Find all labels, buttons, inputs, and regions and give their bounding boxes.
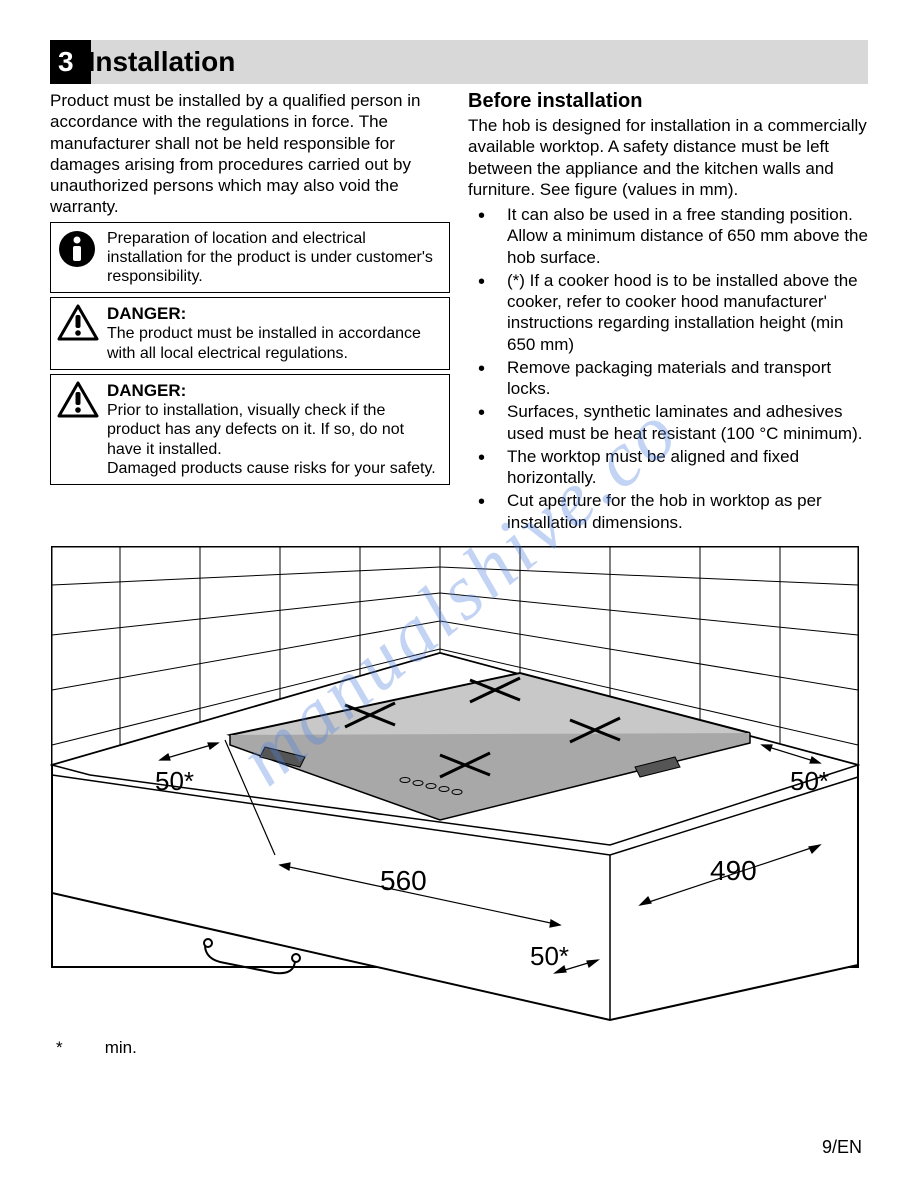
danger-text-2b: Damaged products cause risks for your sa… [107, 459, 441, 478]
footnote-text: min. [105, 1038, 137, 1057]
list-item: The worktop must be aligned and fixed ho… [468, 446, 868, 489]
section-number: 3 [50, 44, 82, 80]
two-column-layout: Product must be installed by a qualified… [50, 90, 868, 535]
danger-text-1: The product must be installed in accorda… [107, 324, 441, 362]
danger-title-2: DANGER: [107, 381, 441, 401]
danger-box-1: DANGER: The product must be installed in… [50, 297, 450, 370]
before-install-heading: Before installation [468, 90, 868, 113]
page-number: 9/EN [822, 1137, 862, 1158]
info-icon [57, 229, 101, 287]
list-item: It can also be used in a free standing p… [468, 204, 868, 268]
list-item: Remove packaging materials and transport… [468, 357, 868, 400]
right-column: Before installation The hob is designed … [468, 90, 868, 535]
dim-left-gap: 50* [155, 766, 194, 796]
bullet-list: It can also be used in a free standing p… [468, 204, 868, 533]
danger-text-2a: Prior to installation, visually check if… [107, 401, 441, 459]
left-column: Product must be installed by a qualified… [50, 90, 450, 535]
warning-icon [57, 381, 101, 478]
intro-paragraph: Product must be installed by a qualified… [50, 90, 450, 218]
list-item: (*) If a cooker hood is to be installed … [468, 270, 868, 355]
footnote: * min. [50, 1038, 868, 1058]
list-item: Surfaces, synthetic laminates and adhesi… [468, 401, 868, 444]
section-title: Installation [88, 46, 236, 78]
info-text: Preparation of location and electrical i… [107, 229, 441, 287]
dim-right-gap: 50* [790, 766, 829, 796]
dim-depth: 490 [710, 855, 757, 886]
danger-title-1: DANGER: [107, 304, 441, 324]
warning-icon [57, 304, 101, 363]
dim-width: 560 [380, 865, 427, 896]
before-install-intro: The hob is designed for installation in … [468, 115, 868, 200]
info-box: Preparation of location and electrical i… [50, 222, 450, 294]
footnote-star: * [56, 1038, 100, 1058]
danger-box-2: DANGER: Prior to installation, visually … [50, 374, 450, 485]
section-header: 3 Installation [50, 40, 868, 84]
list-item: Cut aperture for the hob in worktop as p… [468, 490, 868, 533]
dim-front-gap: 50* [530, 941, 569, 971]
installation-diagram: 50* 50* 560 490 50* [50, 545, 868, 1030]
